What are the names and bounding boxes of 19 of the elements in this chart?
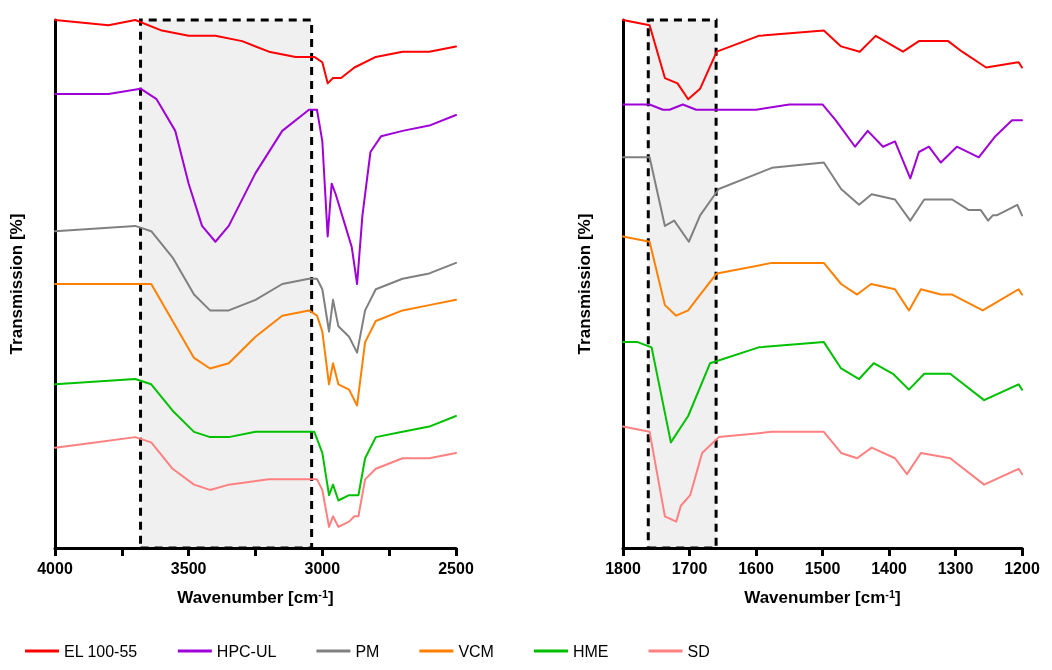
x-tick-label: 4000	[37, 559, 73, 577]
legend-label: VCM	[458, 642, 494, 660]
x-tick-label: 1400	[871, 559, 907, 577]
x-tick-label: 1500	[804, 559, 841, 577]
legend-label: PM	[355, 642, 380, 660]
x-tick-label: 1200	[1004, 559, 1040, 577]
x-tick-label: 1300	[937, 559, 974, 577]
legend-label: SD	[687, 642, 710, 660]
y-axis-title: Transmission [%]	[7, 213, 26, 355]
legend-label: HME	[572, 642, 609, 660]
legend-label: HPC-UL	[216, 642, 277, 660]
x-tick-label: 2500	[438, 559, 474, 577]
legend-label: EL 100-55	[64, 642, 138, 660]
x-tick-label: 3500	[170, 559, 207, 577]
y-axis-title: Transmission [%]	[575, 213, 594, 355]
x-tick-label: 1700	[671, 559, 708, 577]
x-tick-label: 1600	[738, 559, 774, 577]
x-tick-label: 3000	[304, 559, 341, 577]
x-tick-label: 1800	[605, 559, 641, 577]
